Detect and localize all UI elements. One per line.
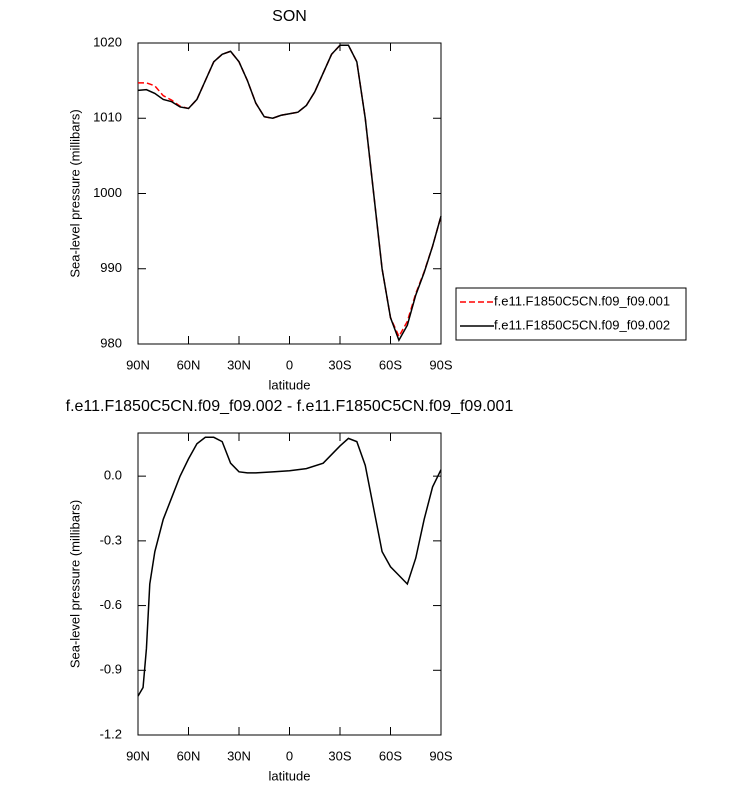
x-tick-label: 60S xyxy=(379,748,402,763)
legend-box xyxy=(455,287,687,341)
y-tick-label: -0.3 xyxy=(100,532,122,547)
y-axis-label: Sea-level pressure (millibars) xyxy=(67,109,82,277)
y-tick-label: 980 xyxy=(100,335,122,350)
x-tick-label: 90N xyxy=(126,357,150,372)
x-tick-label: 90N xyxy=(126,748,150,763)
x-axis-label: latitude xyxy=(269,768,311,783)
x-tick-label: 0 xyxy=(286,357,293,372)
plot-frame xyxy=(137,432,442,736)
y-tick-label: 1000 xyxy=(93,185,122,200)
legend-label: f.e11.F1850C5CN.f09_f09.002 xyxy=(494,317,670,332)
x-tick-label: 30N xyxy=(227,748,251,763)
x-tick-label: 60S xyxy=(379,357,402,372)
legend-label: f.e11.F1850C5CN.f09_f09.001 xyxy=(494,293,670,308)
chart-title: f.e11.F1850C5CN.f09_f09.002 - f.e11.F185… xyxy=(66,398,514,415)
x-tick-label: 90S xyxy=(429,357,452,372)
y-tick-label: -0.9 xyxy=(100,662,122,677)
y-tick-label: 990 xyxy=(100,260,122,275)
x-tick-label: 30S xyxy=(328,748,351,763)
series-line xyxy=(137,44,442,343)
x-tick-label: 0 xyxy=(286,748,293,763)
y-tick-label: 0.0 xyxy=(104,468,122,483)
y-tick-label: -1.2 xyxy=(100,726,122,741)
y-axis-label: Sea-level pressure (millibars) xyxy=(67,500,82,668)
x-tick-label: 90S xyxy=(429,748,452,763)
x-tick-label: 60N xyxy=(177,357,201,372)
x-tick-label: 30N xyxy=(227,357,251,372)
y-tick-label: 1020 xyxy=(93,34,122,49)
chart-title: SON xyxy=(272,8,307,25)
y-tick-label: 1010 xyxy=(93,110,122,125)
y-tick-label: -0.6 xyxy=(100,597,122,612)
series-line xyxy=(137,436,442,697)
series-line xyxy=(138,44,442,339)
plot-frame xyxy=(137,42,442,345)
x-axis-label: latitude xyxy=(269,377,311,392)
x-tick-label: 60N xyxy=(177,748,201,763)
x-tick-label: 30S xyxy=(328,357,351,372)
